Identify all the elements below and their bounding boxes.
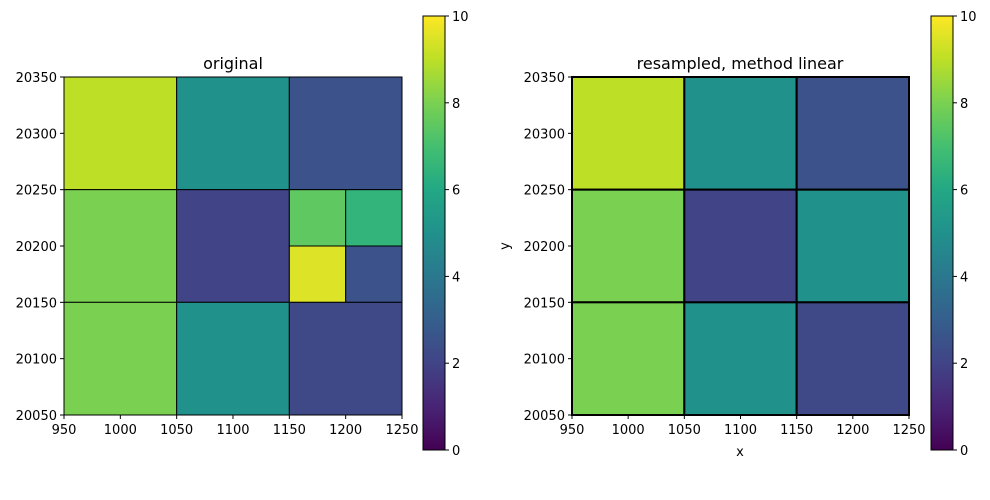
colorbar-tick-label: 8 [960,97,968,112]
colorbar-tick-label: 4 [960,270,968,285]
colorbar-tick-label: 6 [960,184,968,199]
x-axis-label: x [736,445,744,460]
y-tick-label: 20050 [524,409,565,424]
x-tick-label: 1250 [385,423,418,438]
x-axis-ticks: 950 1000 1050 1100 1150 1200 1250 [52,415,419,438]
chart-title: original [203,54,263,73]
colorbar-ticks: 0 2 4 6 8 10 [953,10,977,459]
y-tick-label: 20150 [16,296,57,311]
heatmap-cells [63,76,403,416]
x-tick-label: 1200 [836,423,869,438]
y-axis-ticks: 20050 20100 20150 20200 20250 20300 20350 [524,71,572,424]
colorbar-gradient [422,15,446,451]
x-tick-label: 1000 [104,423,137,438]
colorbar-tick-label: 8 [452,97,460,112]
heatmap-cell [288,245,347,303]
colorbar-tick-label: 0 [452,444,460,459]
x-tick-label: 1200 [329,423,362,438]
colorbar-tick-label: 10 [452,10,469,25]
heatmap-cell [288,76,403,191]
colorbar-original: 0 2 4 6 8 10 [422,10,469,459]
heatmap-cell [345,245,403,303]
heatmap-cell [795,301,911,417]
y-axis-ticks: 20050 20100 20150 20200 20250 20300 20350 [16,71,64,424]
heatmap-cell [288,189,347,247]
y-tick-label: 20100 [524,353,565,368]
y-tick-label: 20050 [16,409,57,424]
heatmap-cell [288,301,403,416]
panel-original: original 950 1000 1050 1100 1150 1200 1250 200… [16,54,419,438]
x-tick-label: 1050 [668,423,701,438]
heatmap-cell [176,301,290,416]
heatmap-cell [176,189,290,303]
x-tick-label: 950 [52,423,77,438]
y-tick-label: 20250 [16,184,57,199]
heatmap-cell [63,189,178,303]
colorbar-tick-label: 4 [452,270,460,285]
heatmap-cell [683,76,798,191]
y-tick-label: 20150 [524,296,565,311]
colorbar-tick-label: 2 [452,357,460,372]
heatmap-cell [176,76,290,191]
y-tick-label: 20100 [16,353,57,368]
y-axis-label: y [498,242,513,250]
heatmap-cell [63,301,178,416]
heatmap-cell [63,76,178,191]
x-axis-ticks: 950 1000 1050 1100 1150 1200 1250 [560,415,926,438]
x-tick-label: 1150 [780,423,813,438]
x-tick-label: 1000 [612,423,645,438]
heatmap-cell [795,188,911,304]
colorbar-ticks: 0 2 4 6 8 10 [445,10,469,459]
x-tick-label: 950 [560,423,585,438]
x-tick-label: 1250 [892,423,925,438]
heatmap-cell [571,76,686,191]
colorbar-tick-label: 0 [960,444,968,459]
x-tick-label: 1100 [216,423,249,438]
heatmap-cell [683,188,798,304]
colorbar-gradient [930,15,954,451]
x-tick-label: 1050 [160,423,193,438]
y-tick-label: 20300 [524,127,565,142]
colorbar-tick-label: 2 [960,357,968,372]
x-tick-label: 1100 [724,423,757,438]
heatmap-cell [571,301,686,417]
heatmap-cell [795,76,911,191]
y-tick-label: 20300 [16,127,57,142]
heatmap-cell [345,189,403,247]
y-tick-label: 20350 [524,71,565,86]
y-tick-label: 20350 [16,71,57,86]
y-tick-label: 20250 [524,184,565,199]
colorbar-tick-label: 6 [452,184,460,199]
colorbar-resampled: 0 2 4 6 8 10 [930,10,977,459]
heatmap-cells [571,76,911,417]
x-tick-label: 1150 [273,423,306,438]
y-tick-label: 20200 [16,240,57,255]
chart-title: resampled, method linear [637,54,844,73]
heatmap-cell [571,188,686,304]
y-tick-label: 20200 [524,240,565,255]
panel-resampled: resampled, method linear 950 1000 1050 1100… [498,54,926,460]
colorbar-tick-label: 10 [960,10,977,25]
heatmap-cell [683,301,798,417]
